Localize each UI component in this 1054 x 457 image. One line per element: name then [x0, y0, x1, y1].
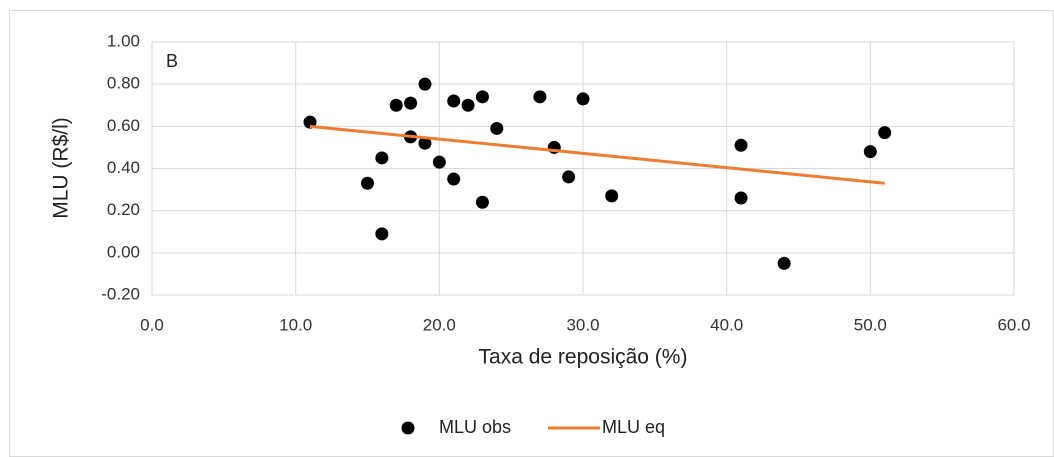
point [533, 90, 547, 104]
point [490, 121, 504, 135]
annotation: B [166, 51, 178, 71]
point [418, 77, 432, 91]
x-axis-title: Taxa de reposição (%) [479, 346, 688, 369]
y-tick-label: 0.60 [107, 116, 140, 135]
x-tick-label: 20.0 [423, 315, 456, 334]
point [432, 155, 446, 169]
y-tick-label: -0.20 [101, 284, 140, 303]
point [375, 227, 389, 241]
x-tick-label: 50.0 [854, 315, 887, 334]
legend-label: MLU obs [439, 417, 511, 437]
y-tick-label: 0.80 [107, 74, 140, 93]
point [777, 256, 791, 270]
point [361, 176, 374, 190]
point [734, 138, 748, 152]
point [447, 94, 461, 108]
point [404, 96, 418, 110]
point [418, 136, 432, 150]
point [475, 195, 489, 209]
point [389, 98, 403, 112]
point [461, 98, 475, 112]
x-tick-label: 0.0 [140, 315, 164, 334]
legend-label: MLU eq [602, 417, 665, 437]
point [375, 151, 389, 165]
x-tick-label: 10.0 [279, 315, 312, 334]
x-tick-label: 60.0 [997, 315, 1030, 334]
point [562, 170, 576, 184]
y-tick-label: 0.40 [107, 158, 140, 177]
y-tick-label: 0.20 [107, 200, 140, 219]
x-tick-label: 30.0 [566, 315, 599, 334]
y-axis-title: MLU (R$/l) [50, 117, 73, 219]
point [576, 92, 590, 106]
point [447, 172, 461, 186]
x-tick-label: 40.0 [710, 315, 743, 334]
point [475, 90, 489, 104]
point [863, 145, 877, 159]
trend-line [309, 124, 885, 185]
legend-swatch [401, 421, 415, 435]
y-tick-label: 0.00 [107, 242, 140, 261]
point [734, 191, 748, 205]
point [605, 189, 619, 203]
y-tick-label: 1.00 [107, 31, 140, 50]
chart-frame [9, 10, 1054, 457]
point [878, 126, 892, 140]
